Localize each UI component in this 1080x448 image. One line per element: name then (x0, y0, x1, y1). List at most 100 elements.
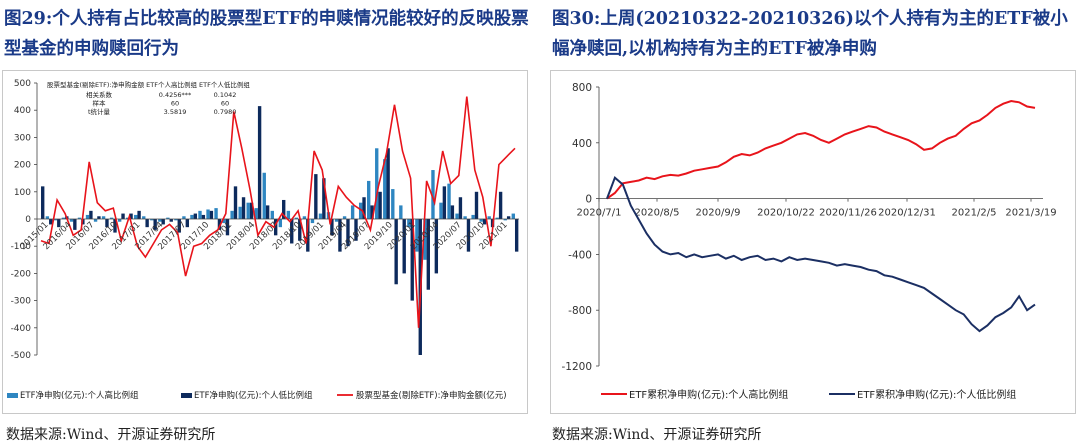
y-tick-label: -800 (568, 305, 592, 317)
bar-low-ratio (153, 219, 157, 230)
bar-high-ratio (415, 219, 419, 252)
bar-low-ratio (105, 219, 109, 228)
bar-low-ratio (145, 219, 149, 228)
figure-30-title: 图30:上周(20210322-20210326)以个人持有为主的ETF被小幅净… (552, 9, 1068, 59)
bar-low-ratio (370, 205, 374, 219)
bar-high-ratio (53, 219, 58, 221)
bar-low-ratio (273, 219, 278, 236)
bar-high-ratio (109, 217, 114, 219)
bar-low-ratio (137, 210, 141, 219)
y-tick-label: 400 (572, 138, 592, 150)
bar-high-ratio (206, 209, 210, 219)
y-tick-label: -200 (11, 269, 32, 279)
bar-high-ratio (93, 219, 98, 222)
bar-high-ratio (238, 206, 242, 219)
bar-low-ratio (209, 210, 214, 219)
bar-high-ratio (150, 219, 154, 221)
bar-low-ratio (97, 216, 101, 219)
bar-low-ratio (394, 219, 398, 285)
bar-high-ratio (503, 219, 507, 221)
bar-high-ratio (367, 180, 371, 219)
bar-low-ratio (161, 219, 165, 225)
bar-high-ratio (45, 216, 50, 219)
bar-high-ratio (142, 216, 146, 219)
bar-low-ratio (129, 213, 133, 219)
bar-high-ratio (278, 219, 283, 228)
source-note-right: 数据来源:Wind、开源证券研究所 (552, 427, 762, 443)
bar-low-ratio (282, 199, 286, 219)
bar-high-ratio (174, 219, 178, 221)
chart-29-frame: -500 -400 -300 -200 -100 0 100 200 300 400 500 2015… (2, 70, 528, 414)
bar-low-ratio (346, 219, 350, 247)
bar-low-ratio (306, 219, 310, 252)
bar-high-ratio (431, 170, 435, 219)
x-tick-label: 2020/7/1 (577, 208, 622, 219)
bar-low-ratio (249, 202, 254, 219)
bar-high-ratio (85, 214, 90, 219)
source-note-left: 数据来源:Wind、开源证券研究所 (6, 427, 216, 443)
legend-label-low: ETF净申购(亿元):个人低比例组 (194, 390, 313, 401)
x-tick-label: 2020/9/9 (696, 208, 741, 219)
bar-high-ratio (447, 183, 451, 219)
y-tick-label: 100 (14, 188, 31, 198)
bar-high-ratio (334, 219, 339, 222)
bar-low-ratio (338, 219, 342, 252)
bar-high-ratio (342, 216, 347, 219)
bar-low-ratio (49, 219, 53, 225)
bar-high-ratio (69, 219, 74, 222)
bar-high-ratio (375, 148, 379, 219)
figure-29-title: 图29:个人持有占比较高的股票型ETF的申赎情况能较好的反映股票型基金的申购赎回… (4, 9, 529, 59)
bar-low-ratio (378, 191, 382, 219)
bar-low-ratio (442, 186, 447, 219)
bar-high-ratio (254, 208, 258, 219)
bar-high-ratio (350, 205, 355, 219)
bar-high-ratio (101, 216, 106, 219)
x-tick-label: 2020/11/26 (819, 208, 877, 219)
bar-low-ratio (434, 219, 439, 274)
corr-table-cell: 0.7980 (214, 108, 237, 116)
bar-low-ratio (113, 219, 117, 233)
y-tick-label: 0 (25, 215, 31, 225)
bar-high-ratio (198, 210, 202, 219)
bar-low-ratio (41, 186, 45, 219)
bar-low-ratio (410, 219, 414, 301)
y-tick-label: -100 (11, 242, 32, 252)
bar-low-ratio (498, 191, 503, 219)
bar-high-ratio (190, 214, 194, 219)
bar-high-ratio (158, 219, 162, 222)
x-tick-label: 2021/2/5 (952, 208, 997, 219)
bar-low-ratio (386, 148, 390, 219)
x-tick-label: 2020/10/22 (757, 208, 815, 219)
bar-low-ratio (298, 219, 302, 241)
bar-high-ratio (286, 210, 291, 219)
bar-low-ratio (201, 214, 206, 219)
y-tick-label: 200 (14, 161, 31, 171)
bar-low-ratio (514, 219, 519, 252)
bar-low-ratio (314, 174, 318, 219)
bar-low-ratio (482, 219, 487, 225)
legend-swatch-high (7, 393, 18, 398)
bar-high-ratio (230, 210, 234, 219)
bar-high-ratio (511, 213, 515, 219)
corr-table-cell: 0.1042 (214, 91, 237, 99)
bar-high-ratio (302, 216, 307, 219)
bar-high-ratio (214, 208, 218, 219)
bar-low-ratio (89, 210, 93, 219)
bar-low-ratio (290, 219, 294, 244)
chart-30-frame: -1200 -800 -400 0 400 800 2020/7/1 2020/8/5 2020… (550, 70, 1076, 414)
bar-high-ratio (487, 216, 491, 219)
x-tick-label: 2020/8/5 (635, 208, 680, 219)
bar-high-ratio (471, 214, 475, 219)
corr-table-row-label: 相关系数 (86, 90, 113, 99)
bar-low-ratio (177, 219, 181, 233)
bar-high-ratio (294, 217, 299, 219)
bar-low-ratio (185, 219, 189, 228)
y-tick-label: -400 (11, 324, 32, 334)
bar-high-ratio (166, 217, 170, 219)
bar-high-ratio (479, 219, 483, 222)
line-stock-fund-net-purchase (40, 96, 516, 328)
corr-table-row-label: 样本 (93, 99, 107, 108)
bar-low-ratio (57, 219, 61, 228)
bar-high-ratio (399, 205, 403, 219)
bar-high-ratio (270, 210, 274, 219)
